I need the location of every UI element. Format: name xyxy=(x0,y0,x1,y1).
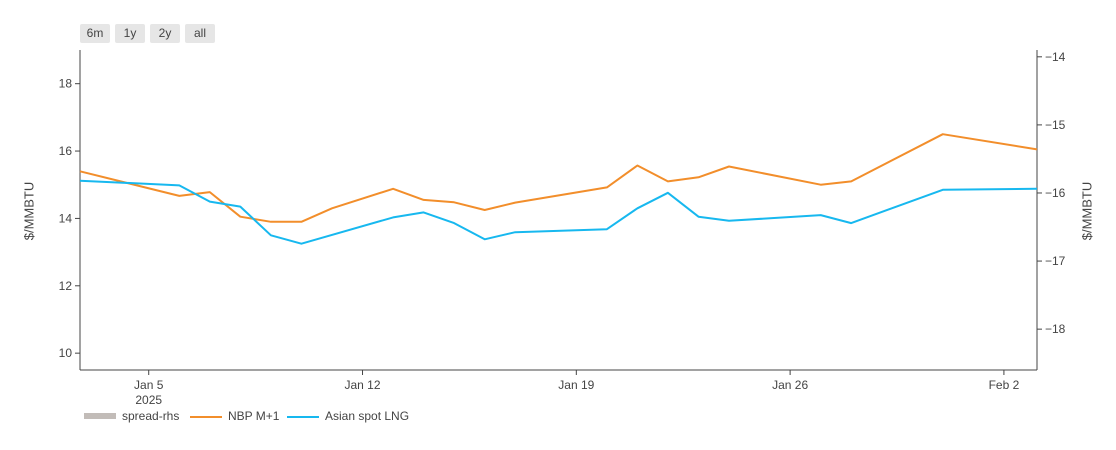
y-tick-label: 16 xyxy=(59,144,73,158)
legend-label-nbp: NBP M+1 xyxy=(228,409,280,423)
y-tick-label: 10 xyxy=(59,346,73,360)
y2-axis-title: $/MMBTU xyxy=(1079,181,1095,241)
x-tick-label: Jan 12 xyxy=(345,378,381,392)
range-button-2y[interactable]: 2y xyxy=(150,24,180,43)
y2-tick-label: −14 xyxy=(1045,50,1066,64)
legend-label-asian-lng: Asian spot LNG xyxy=(325,409,410,423)
y2-tick-label: −17 xyxy=(1045,254,1066,268)
legend-swatch-asian-lng xyxy=(287,416,319,418)
x-tick-label: Feb 2 xyxy=(989,378,1020,392)
y-axis-title: $/MMBTU xyxy=(21,181,37,241)
legend-label-spread-rhs: spread-rhs xyxy=(122,409,180,423)
x-tick-label: Jan 26 xyxy=(772,378,808,392)
legend-item-nbp[interactable]: NBP M+1 xyxy=(190,407,286,427)
range-button-6m[interactable]: 6m xyxy=(80,24,110,43)
legend-item-asian-lng[interactable]: Asian spot LNG xyxy=(287,407,417,427)
y2-tick-label: −16 xyxy=(1045,186,1066,200)
y-tick-label: 14 xyxy=(59,211,73,225)
y-tick-label: 12 xyxy=(59,279,73,293)
legend-item-spread-rhs[interactable]: spread-rhs xyxy=(84,407,189,427)
series-line-nbp xyxy=(79,133,1038,223)
x-tick-label: Jan 19 xyxy=(558,378,594,392)
x-tick-sublabel: 2025 xyxy=(135,393,162,407)
legend-swatch-nbp xyxy=(190,416,222,418)
y-tick-label: 18 xyxy=(59,77,73,91)
y2-tick-label: −18 xyxy=(1045,322,1066,336)
series-line-asian-lng xyxy=(79,179,1038,245)
x-tick-label: Jan 5 xyxy=(134,378,164,392)
range-button-all[interactable]: all xyxy=(185,24,215,43)
legend-swatch-spread-rhs xyxy=(84,413,116,419)
range-button-1y[interactable]: 1y xyxy=(115,24,145,43)
y2-tick-label: −15 xyxy=(1045,118,1066,132)
